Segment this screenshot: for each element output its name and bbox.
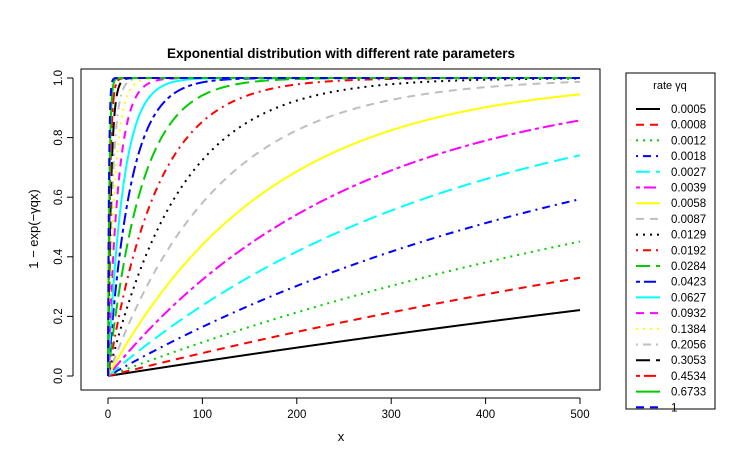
legend-title: rate γq bbox=[653, 80, 687, 92]
series-line-0.0027 bbox=[107, 154, 581, 377]
series-line-0.0008 bbox=[107, 276, 581, 377]
y-tick-label: 0.2 bbox=[53, 308, 65, 324]
x-axis-label: x bbox=[338, 429, 345, 444]
legend-label: 0.0087 bbox=[671, 214, 706, 226]
x-tick-label: 100 bbox=[193, 409, 212, 421]
legend-label: 0.2056 bbox=[671, 340, 706, 352]
y-tick-label: 1.0 bbox=[53, 70, 65, 86]
series-line-0.0129 bbox=[107, 77, 580, 377]
legend-label: 0.0018 bbox=[671, 151, 706, 163]
legend-label: 0.0627 bbox=[671, 292, 706, 304]
series-line-0.0087 bbox=[107, 80, 581, 377]
legend-label: 0.0027 bbox=[671, 167, 706, 179]
series-line-0.0192 bbox=[107, 77, 580, 377]
legend-label: 0.0005 bbox=[671, 104, 706, 116]
legend-label: 0.0932 bbox=[671, 308, 706, 320]
series-line-0.0627 bbox=[107, 77, 580, 377]
series-line-0.0423 bbox=[107, 77, 580, 377]
series-line-0.6733 bbox=[107, 77, 580, 377]
y-tick-label: 0.0 bbox=[53, 368, 65, 384]
legend-label: 0.6733 bbox=[671, 387, 706, 399]
legend-box bbox=[625, 72, 716, 410]
x-tick-label: 400 bbox=[476, 409, 495, 421]
legend-label: 0.4534 bbox=[671, 371, 707, 383]
series-line-0.0932 bbox=[107, 77, 580, 377]
x-tick-label: 0 bbox=[105, 409, 111, 421]
x-tick-label: 500 bbox=[570, 409, 589, 421]
legend-label: 0.0129 bbox=[671, 230, 706, 242]
legend-label: 0.0012 bbox=[671, 135, 706, 147]
series-line-0.0005 bbox=[107, 309, 581, 377]
y-tick-label: 0.8 bbox=[53, 130, 65, 146]
x-tick-label: 200 bbox=[287, 409, 306, 421]
series-line-0.0018 bbox=[107, 198, 581, 377]
series-line-0.3053 bbox=[107, 77, 580, 377]
series-line-0.1384 bbox=[107, 77, 580, 377]
legend-label: 1 bbox=[671, 402, 677, 414]
legend-label: 0.0192 bbox=[671, 245, 706, 257]
curves bbox=[107, 77, 581, 377]
y-tick-label: 0.6 bbox=[53, 189, 65, 205]
chart-title: Exponential distribution with different … bbox=[167, 46, 515, 61]
series-line-0.4534 bbox=[107, 77, 580, 377]
series-line-0.0039 bbox=[107, 119, 581, 377]
series-line-0.0012 bbox=[107, 240, 581, 377]
legend-label: 0.0008 bbox=[671, 120, 706, 132]
series-line-1 bbox=[107, 77, 580, 377]
legend-label: 0.0039 bbox=[671, 183, 706, 195]
legend-label: 0.0423 bbox=[671, 277, 706, 289]
series-line-0.0284 bbox=[107, 77, 580, 377]
legend-label: 0.3053 bbox=[671, 355, 706, 367]
x-axis: 0 100 200 300 400 500 bbox=[105, 397, 590, 421]
y-tick-label: 0.4 bbox=[53, 248, 65, 265]
legend-label: 0.0058 bbox=[671, 198, 706, 210]
y-axis-label: 1 − exp(−γqx) bbox=[26, 189, 41, 269]
series-line-0.0058 bbox=[107, 93, 581, 377]
y-axis: 0.0 0.2 0.4 0.6 0.8 1.0 bbox=[53, 70, 74, 384]
legend-label: 0.0284 bbox=[671, 261, 707, 273]
legend-label: 0.1384 bbox=[671, 324, 707, 336]
plot-frame bbox=[80, 68, 601, 391]
series-line-0.2056 bbox=[107, 77, 580, 377]
legend: rate γq 0.0005 0.0008 0.0012 0.0018 0.0027 0.… bbox=[625, 72, 716, 414]
x-tick-label: 300 bbox=[382, 409, 401, 421]
